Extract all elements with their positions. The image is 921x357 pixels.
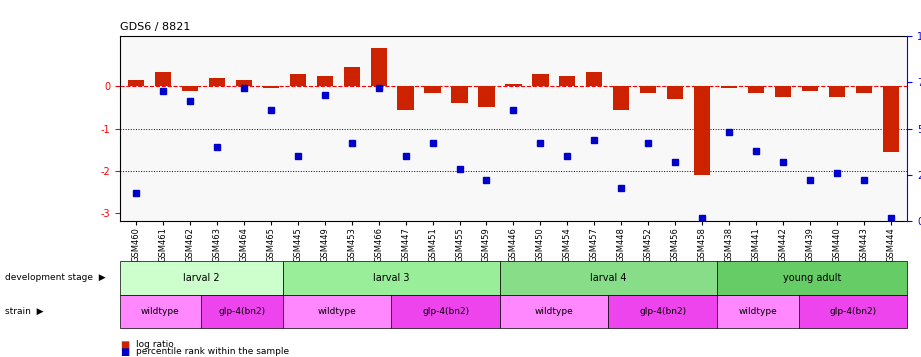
Text: wildtype: wildtype bbox=[739, 307, 777, 316]
Bar bbox=[289, 74, 306, 86]
Text: glp-4(bn2): glp-4(bn2) bbox=[218, 307, 265, 316]
Bar bbox=[883, 86, 899, 152]
Bar bbox=[856, 86, 872, 93]
Bar bbox=[262, 86, 279, 89]
Bar bbox=[506, 84, 521, 86]
Text: young adult: young adult bbox=[783, 272, 842, 283]
Bar bbox=[478, 86, 495, 107]
Text: ■: ■ bbox=[120, 340, 129, 350]
Bar bbox=[398, 86, 414, 110]
Bar bbox=[181, 86, 198, 91]
Text: larval 3: larval 3 bbox=[373, 272, 410, 283]
Text: glp-4(bn2): glp-4(bn2) bbox=[639, 307, 686, 316]
Bar bbox=[344, 67, 360, 86]
Bar bbox=[370, 48, 387, 86]
Text: glp-4(bn2): glp-4(bn2) bbox=[422, 307, 469, 316]
Text: percentile rank within the sample: percentile rank within the sample bbox=[136, 347, 289, 356]
Bar bbox=[128, 80, 144, 86]
Text: wildtype: wildtype bbox=[141, 307, 180, 316]
Text: larval 4: larval 4 bbox=[590, 272, 627, 283]
Bar bbox=[748, 86, 764, 93]
Text: wildtype: wildtype bbox=[318, 307, 356, 316]
Bar bbox=[829, 86, 845, 97]
Text: GDS6 / 8821: GDS6 / 8821 bbox=[120, 22, 190, 32]
Bar bbox=[667, 86, 683, 99]
Bar bbox=[425, 86, 440, 93]
Text: development stage  ▶: development stage ▶ bbox=[5, 273, 105, 282]
Bar bbox=[613, 86, 629, 110]
Bar bbox=[559, 76, 576, 86]
Bar bbox=[317, 76, 332, 86]
Bar bbox=[155, 71, 171, 86]
Text: ■: ■ bbox=[120, 347, 129, 357]
Bar bbox=[236, 80, 251, 86]
Bar bbox=[640, 86, 657, 93]
Text: strain  ▶: strain ▶ bbox=[5, 307, 43, 316]
Bar bbox=[721, 86, 738, 89]
Text: wildtype: wildtype bbox=[535, 307, 574, 316]
Bar bbox=[694, 86, 710, 175]
Bar bbox=[532, 74, 549, 86]
Bar bbox=[802, 86, 818, 91]
Text: larval 2: larval 2 bbox=[183, 272, 219, 283]
Text: log ratio: log ratio bbox=[136, 340, 174, 349]
Bar bbox=[587, 71, 602, 86]
Bar bbox=[209, 78, 225, 86]
Text: glp-4(bn2): glp-4(bn2) bbox=[829, 307, 877, 316]
Bar bbox=[775, 86, 791, 97]
Bar bbox=[451, 86, 468, 103]
